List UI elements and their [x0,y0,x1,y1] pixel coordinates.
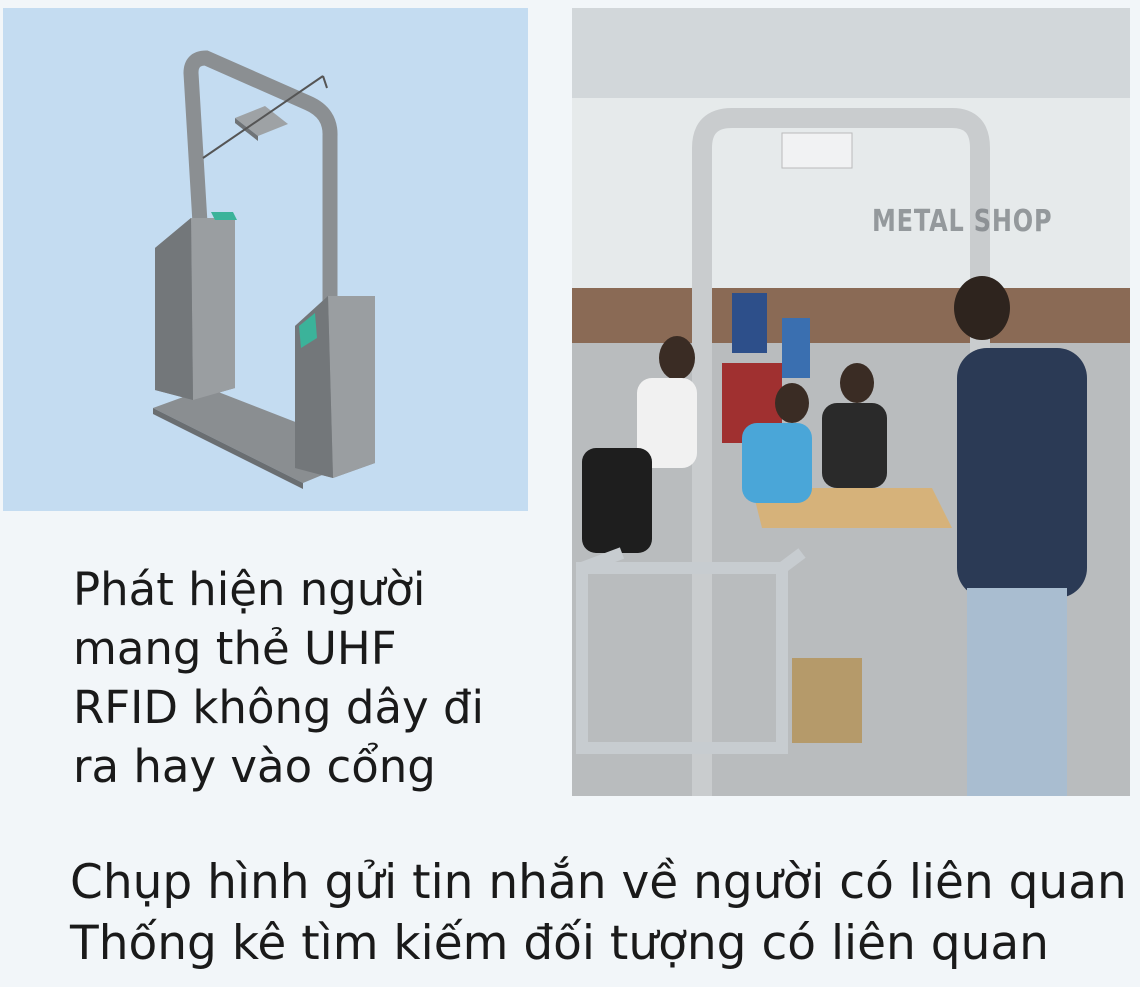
description-line: ra hay vào cổng [73,740,436,793]
photo-watermark: METAL SHOP [872,204,1053,239]
feature-item: Thống kê tìm kiếm đối tượng có liên quan [70,916,1049,971]
gate-3d-render [3,8,528,511]
photo-person-standing [957,348,1087,598]
gate-arch-pipe [183,50,338,316]
gate-right-accent [299,313,317,348]
camera-arm [202,75,324,159]
photo-gate-arch [692,108,990,796]
description-line: Phát hiện người [73,563,426,616]
photo-aluminum-frame [576,547,806,754]
gate-antenna-panel [235,106,288,136]
description-line: RFID không dây đi [73,681,485,734]
feature-list: Chụp hình gửi tin nhắn về người có liên … [70,852,1130,974]
gate-description: Phát hiện người mang thẻ UHF RFID không … [73,560,543,796]
gate-left-accent [211,212,237,220]
description-line: mang thẻ UHF [73,622,397,675]
feature-item: Chụp hình gửi tin nhắn về người có liên … [70,855,1127,910]
lab-photo: METAL SHOP [572,8,1130,796]
